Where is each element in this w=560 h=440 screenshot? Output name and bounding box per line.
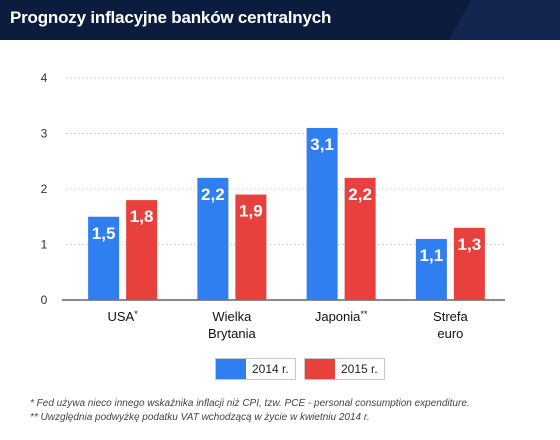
footnote-vat: ** Uwzględnia podwyżkę podatku VAT wchod… bbox=[30, 412, 370, 423]
x-tick-label: Japonia** bbox=[315, 309, 368, 324]
y-tick-label: 1 bbox=[41, 238, 48, 252]
data-label: 1,3 bbox=[458, 235, 482, 254]
data-label: 2,2 bbox=[201, 185, 225, 204]
bar-2014 bbox=[88, 216, 120, 300]
header-accent bbox=[445, 0, 560, 40]
data-label: 1,8 bbox=[130, 207, 154, 226]
data-label: 1,1 bbox=[420, 246, 444, 265]
y-tick-label: 2 bbox=[41, 182, 48, 196]
footnote-fed: * Fed używa nieco innego wskaźnika infla… bbox=[30, 398, 470, 409]
chart-title: Prognozy inflacyjne banków centralnych bbox=[10, 8, 332, 27]
x-tick-label: USA* bbox=[108, 309, 139, 324]
footnotes: * Fed używa nieco innego wskaźnika infla… bbox=[30, 397, 555, 425]
x-tick-label: Strefa bbox=[433, 309, 468, 324]
bar-2015 bbox=[235, 194, 267, 300]
bar-2014 bbox=[415, 238, 447, 300]
x-tick-label: euro bbox=[437, 326, 463, 341]
bar-2014 bbox=[306, 127, 338, 300]
data-label: 1,5 bbox=[92, 224, 116, 243]
x-tick-label: Wielka bbox=[212, 309, 252, 324]
legend-label-2014: 2014 r. bbox=[252, 362, 289, 376]
bar-2014 bbox=[197, 177, 229, 300]
data-label: 2,2 bbox=[348, 185, 372, 204]
header-bar: Prognozy inflacyjne banków centralnych bbox=[0, 0, 560, 40]
footnote-marker: * bbox=[134, 309, 138, 319]
y-tick-label: 0 bbox=[41, 293, 48, 307]
bar-2015 bbox=[344, 177, 376, 300]
x-tick-label: Brytania bbox=[208, 326, 256, 341]
legend: 2014 r. 2015 r. bbox=[0, 358, 560, 380]
bar-2015 bbox=[453, 227, 485, 300]
legend-swatch-2015 bbox=[305, 359, 335, 379]
bar-chart: 0 1 2 3 4 1,5 1,8 USA* 2,2 1,9 Wielka Brytania 3,1 2,… bbox=[41, 71, 505, 341]
y-tick-label: 4 bbox=[41, 71, 48, 85]
bar-2015 bbox=[126, 200, 158, 300]
data-label: 3,1 bbox=[310, 135, 334, 154]
legend-item-2015: 2015 r. bbox=[304, 358, 385, 380]
footnote-marker: ** bbox=[360, 309, 368, 319]
legend-item-2014: 2014 r. bbox=[215, 358, 296, 380]
data-label: 1,9 bbox=[239, 202, 263, 221]
legend-label-2015: 2015 r. bbox=[341, 362, 378, 376]
legend-swatch-2014 bbox=[216, 359, 246, 379]
y-tick-label: 3 bbox=[41, 127, 48, 141]
